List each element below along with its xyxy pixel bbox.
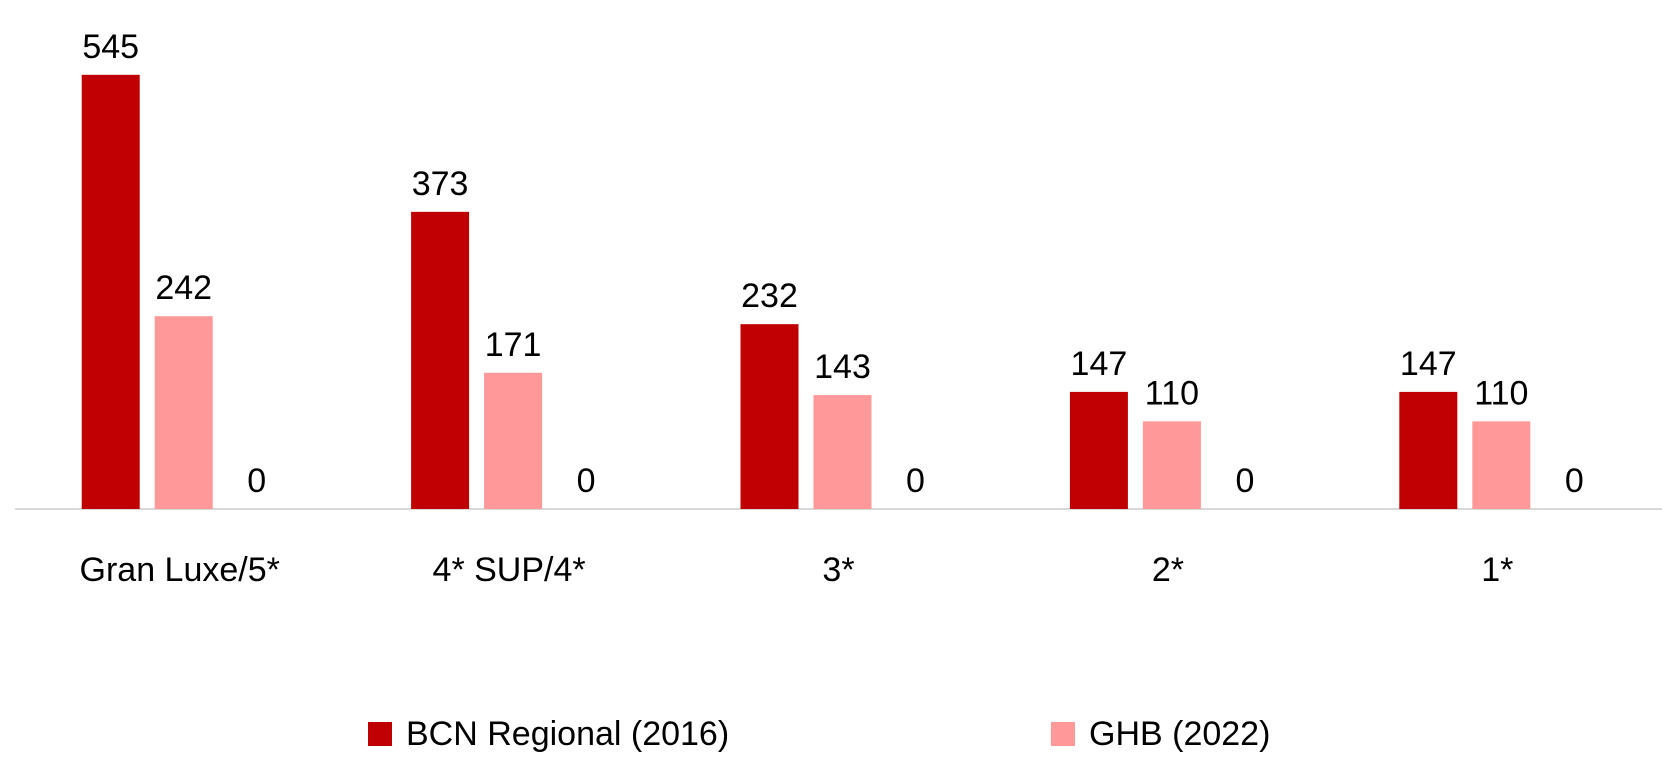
bar (1399, 391, 1458, 509)
legend-label: BCN Regional (2016) (406, 715, 729, 753)
x-tick-label: 1* (1481, 551, 1513, 589)
data-label: 110 (1145, 374, 1199, 412)
bar (1472, 421, 1531, 509)
bar (1069, 391, 1128, 509)
data-label: 545 (82, 28, 139, 66)
data-label: 143 (814, 348, 871, 386)
data-label: 373 (412, 165, 469, 203)
data-label: 0 (906, 462, 925, 500)
data-label: 242 (155, 269, 212, 307)
data-label: 0 (1565, 462, 1584, 500)
bar (740, 324, 799, 509)
x-tick-label: 2* (1152, 551, 1184, 589)
data-label: 110 (1474, 374, 1528, 412)
bar (154, 316, 213, 509)
data-label: 147 (1071, 345, 1128, 383)
data-label: 0 (247, 462, 266, 500)
data-label: 147 (1400, 345, 1457, 383)
legend-label: GHB (2022) (1089, 715, 1270, 753)
x-tick-label: 3* (822, 551, 854, 589)
data-label: 0 (577, 462, 596, 500)
bar (484, 372, 543, 509)
bar (1142, 421, 1201, 509)
data-label: 171 (485, 326, 542, 364)
data-label: 232 (741, 277, 798, 315)
bar (813, 395, 872, 509)
data-label: 0 (1235, 462, 1254, 500)
x-tick-label: 4* SUP/4* (433, 551, 586, 589)
legend-swatch (368, 722, 392, 746)
bar (411, 211, 470, 510)
bar (81, 74, 140, 510)
x-tick-label: Gran Luxe/5* (80, 551, 280, 589)
legend-swatch (1051, 722, 1075, 746)
